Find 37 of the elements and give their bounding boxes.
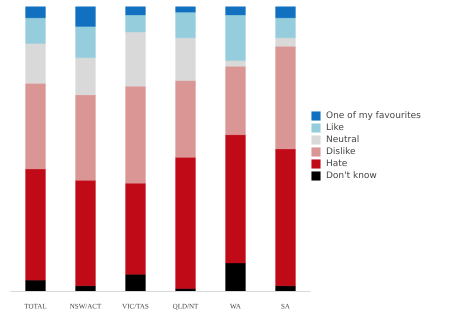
bar [125, 32, 146, 87]
bar [175, 12, 196, 38]
bar [225, 134, 246, 264]
bar [75, 26, 96, 58]
bar [25, 168, 46, 281]
legend-label: Hate [326, 158, 348, 168]
bar [25, 82, 46, 170]
bar [225, 66, 246, 136]
bar [225, 6, 246, 16]
bar [125, 6, 146, 16]
bar [75, 57, 96, 96]
legend-label: Like [326, 122, 345, 132]
bar [175, 157, 196, 290]
bar [25, 6, 46, 18]
bar [175, 37, 196, 82]
bar [125, 86, 146, 184]
bar [175, 80, 196, 158]
bar [25, 43, 46, 84]
bar [275, 17, 296, 38]
legend-label: One of my favourites [326, 110, 421, 120]
bar [125, 14, 146, 33]
bar [75, 6, 96, 27]
legend-label: Neutral [326, 134, 360, 144]
bar [125, 274, 146, 292]
bar [175, 6, 196, 13]
bar [25, 17, 46, 44]
bar [275, 46, 296, 150]
bar [75, 180, 96, 286]
legend-label: Don't know [326, 170, 377, 180]
bar [125, 182, 146, 275]
bar [275, 6, 296, 18]
bar [275, 148, 296, 286]
legend-label: Dislike [326, 146, 356, 156]
bar [225, 60, 246, 67]
bar [75, 94, 96, 181]
bar [225, 262, 246, 292]
bar [225, 14, 246, 62]
